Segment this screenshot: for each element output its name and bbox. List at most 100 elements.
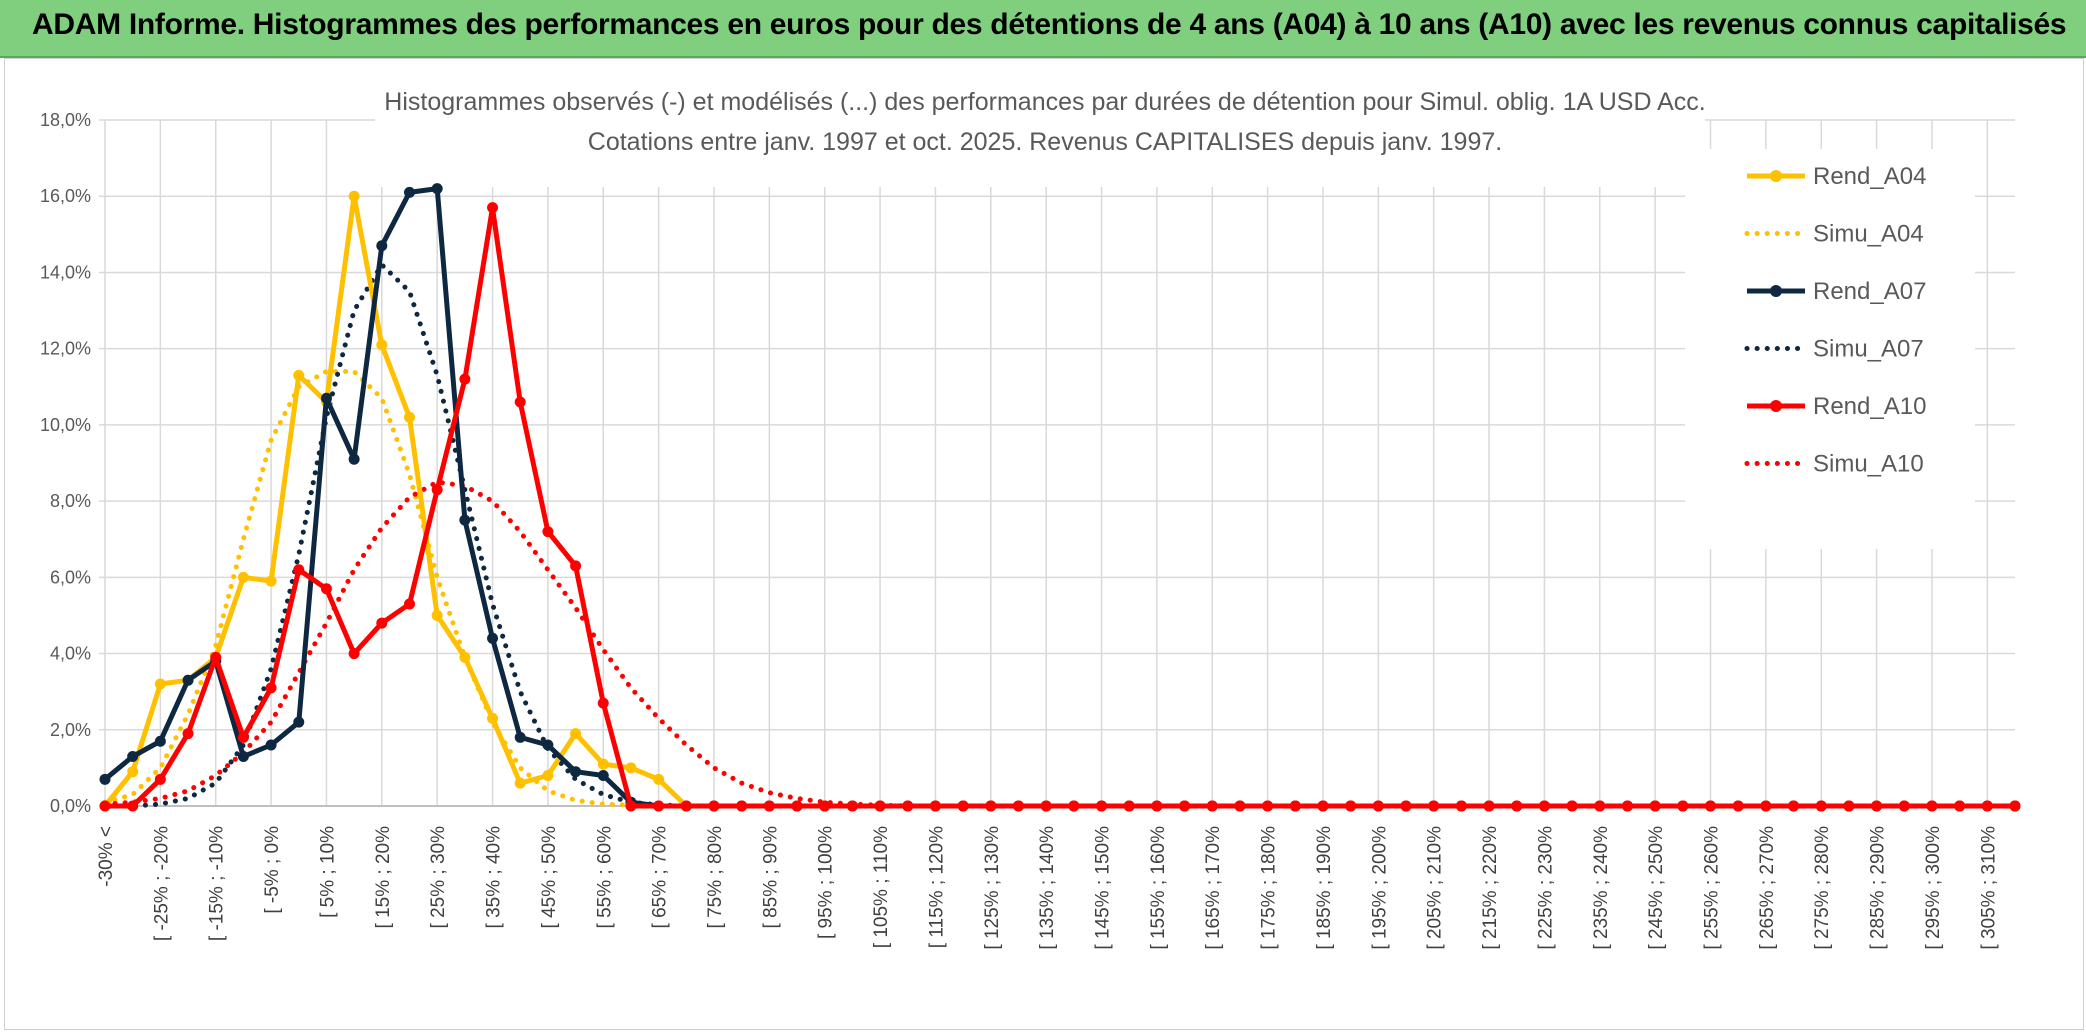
x-tick-label: [ 225% ; 230% (1535, 826, 1556, 950)
data-point-rend-a10 (708, 800, 720, 812)
data-point-rend-a07 (542, 739, 554, 751)
data-point-rend-a10 (819, 800, 831, 812)
x-tick-label: [ 275% ; 280% (1812, 826, 1833, 950)
x-tick-label: [ 185% ; 190% (1314, 826, 1335, 950)
data-point-rend-a10 (403, 598, 415, 610)
data-point-rend-a10 (791, 800, 803, 812)
y-tick-label: 0,0% (50, 796, 91, 816)
data-point-rend-a10 (874, 800, 886, 812)
data-point-rend-a10 (182, 728, 194, 740)
x-tick-label: [ 165% ; 170% (1203, 826, 1224, 950)
chart-title-background (375, 79, 1705, 187)
y-tick-label: 14,0% (40, 262, 91, 282)
x-tick-label: [ 205% ; 210% (1425, 826, 1446, 950)
header-bar: ADAM Informe. Histogrammes des performan… (0, 0, 2086, 58)
x-tick-label: [ 305% ; 310% (1978, 826, 1999, 950)
y-tick-label: 6,0% (50, 567, 91, 587)
data-point-rend-a10 (653, 800, 665, 812)
data-point-rend-a10 (1012, 800, 1024, 812)
y-tick-label: 10,0% (40, 415, 91, 435)
x-tick-label: [ 235% ; 240% (1591, 826, 1612, 950)
legend-marker-rend-a10 (1770, 400, 1782, 412)
data-point-rend-a10 (1815, 800, 1827, 812)
series-line-rend-a10 (105, 205, 2015, 809)
data-point-rend-a04 (154, 678, 166, 690)
data-point-rend-a10 (2009, 800, 2021, 812)
chart-frame: 0,0% 2,0% 4,0% 6,0% 8,0% 10,0% 12,0% 14,0% 16,0%… (4, 58, 2084, 1030)
data-point-rend-a10 (154, 773, 166, 785)
series-line-simu-a07 (102, 262, 2018, 809)
data-point-rend-a04 (127, 766, 139, 778)
data-point-rend-a10 (957, 800, 969, 812)
data-point-rend-a10 (1372, 800, 1384, 812)
chart-subtitle: Cotations entre janv. 1997 et oct. 2025.… (588, 128, 1502, 156)
data-point-rend-a10 (1317, 800, 1329, 812)
data-point-rend-a10 (459, 373, 471, 385)
data-point-rend-a04 (403, 411, 415, 423)
data-point-rend-a04 (376, 339, 388, 351)
x-tick-label: [ 65% ; 70% (650, 826, 671, 929)
data-point-rend-a10 (1677, 800, 1689, 812)
data-point-rend-a10 (597, 697, 609, 709)
x-tick-label: [ 175% ; 180% (1259, 826, 1280, 950)
data-point-rend-a07 (127, 750, 139, 762)
legend-background (1685, 149, 1975, 549)
data-point-rend-a04 (570, 728, 582, 740)
data-point-rend-a10 (514, 396, 526, 408)
data-point-rend-a10 (1594, 800, 1606, 812)
data-point-rend-a10 (1455, 800, 1467, 812)
data-point-rend-a07 (348, 453, 360, 465)
data-point-rend-a10 (1871, 800, 1883, 812)
data-point-rend-a07 (320, 392, 332, 404)
data-point-rend-a10 (1428, 800, 1440, 812)
data-point-rend-a10 (1732, 800, 1744, 812)
data-point-rend-a10 (902, 800, 914, 812)
legend-marker-rend-a04 (1770, 170, 1782, 182)
data-point-rend-a10 (680, 800, 692, 812)
data-point-rend-a10 (570, 560, 582, 572)
x-tick-label: [ 115% ; 120% (926, 826, 947, 948)
legend-marker-rend-a07 (1770, 285, 1782, 297)
data-point-rend-a10 (210, 651, 222, 663)
legend-label-simu-a04: Simu_A04 (1813, 221, 1924, 248)
x-tick-label: [ 155% ; 160% (1148, 826, 1169, 950)
data-point-rend-a10 (1511, 800, 1523, 812)
data-point-rend-a10 (1096, 800, 1108, 812)
data-point-rend-a07 (431, 183, 443, 195)
y-tick-label: 2,0% (50, 720, 91, 740)
data-point-rend-a04 (487, 712, 499, 724)
data-point-rend-a10 (736, 800, 748, 812)
x-tick-label: [ 215% ; 220% (1480, 826, 1501, 950)
data-point-rend-a07 (99, 773, 111, 785)
data-point-rend-a10 (846, 800, 858, 812)
data-point-rend-a10 (320, 583, 332, 595)
data-point-rend-a10 (625, 800, 637, 812)
data-point-rend-a07 (293, 716, 305, 728)
x-tick-label: [ -5% ; 0% (262, 826, 283, 914)
x-tick-label: [ 5% ; 10% (317, 826, 338, 918)
data-point-rend-a10 (1538, 800, 1550, 812)
x-tick-label: [ 145% ; 150% (1093, 826, 1114, 950)
data-point-rend-a10 (1981, 800, 1993, 812)
x-tick-label: [ 125% ; 130% (982, 826, 1003, 950)
data-point-rend-a10 (1954, 800, 1966, 812)
data-point-rend-a10 (1483, 800, 1495, 812)
data-point-rend-a10 (1566, 800, 1578, 812)
data-point-rend-a04 (625, 762, 637, 774)
data-point-rend-a10 (1843, 800, 1855, 812)
data-point-rend-a07 (403, 186, 415, 198)
chart: 0,0% 2,0% 4,0% 6,0% 8,0% 10,0% 12,0% 14,0% 16,0%… (40, 79, 2021, 950)
x-tick-label: [ 45% ; 50% (539, 826, 560, 929)
x-tick-label: [ 25% ; 30% (428, 826, 449, 929)
x-tick-label: -30% < (96, 826, 117, 887)
data-point-rend-a10 (985, 800, 997, 812)
data-point-rend-a10 (293, 564, 305, 576)
x-tick-label: [ 85% ; 90% (760, 826, 781, 929)
data-point-rend-a10 (542, 526, 554, 538)
data-point-rend-a10 (431, 484, 443, 496)
data-point-rend-a10 (1262, 800, 1274, 812)
legend-label-rend-a10: Rend_A10 (1813, 393, 1926, 420)
x-tick-label: [ 245% ; 250% (1646, 826, 1667, 950)
data-point-rend-a10 (1234, 800, 1246, 812)
x-tick-label: [ 265% ; 270% (1757, 826, 1778, 950)
